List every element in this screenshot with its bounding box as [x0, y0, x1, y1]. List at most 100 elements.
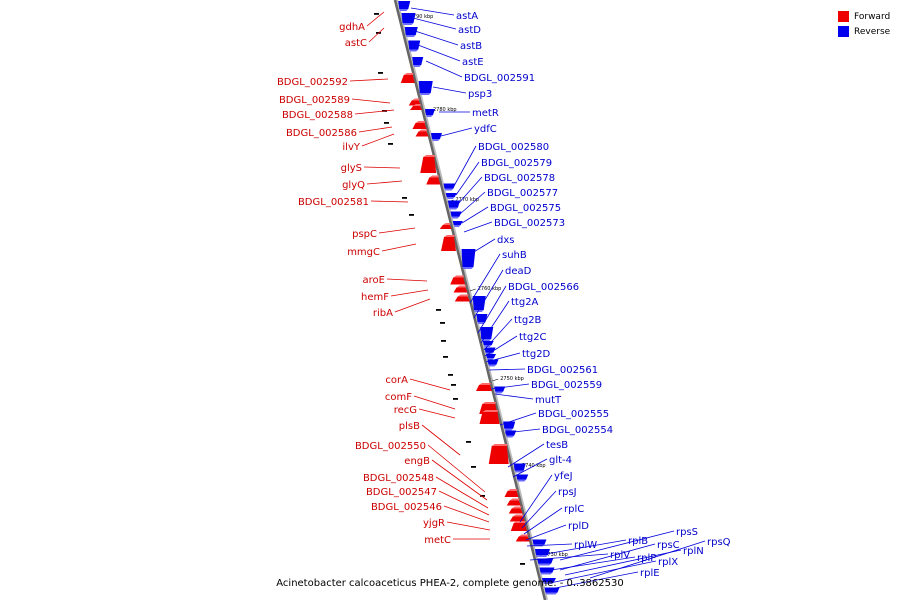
reverse-gene-label[interactable]: mutT: [535, 395, 562, 406]
forward-gene-label[interactable]: BDGL_002548: [363, 473, 434, 484]
forward-gene-label[interactable]: yjgR: [423, 518, 445, 529]
reverse-gene-label[interactable]: astB: [460, 41, 482, 52]
reverse-gene-label[interactable]: rplW: [574, 540, 597, 551]
forward-gene-label[interactable]: comF: [385, 392, 412, 403]
reverse-gene-label[interactable]: rplP: [637, 553, 656, 564]
reverse-gene-block[interactable]: [404, 27, 418, 37]
forward-gene-block[interactable]: [415, 129, 429, 137]
legend-forward[interactable]: Forward: [838, 9, 890, 24]
forward-gene-label[interactable]: aroE: [363, 275, 385, 286]
reverse-gene-label[interactable]: rplC: [564, 504, 584, 515]
reverse-gene-label[interactable]: dxs: [497, 235, 514, 246]
reverse-gene-label[interactable]: deaD: [505, 266, 532, 277]
forward-gene-label[interactable]: astC: [345, 38, 367, 49]
forward-gene-label[interactable]: BDGL_002550: [355, 441, 426, 452]
reverse-gene-block[interactable]: [503, 421, 516, 431]
reverse-gene-label[interactable]: rpsQ: [707, 537, 731, 548]
reverse-gene-block[interactable]: [408, 40, 421, 52]
forward-gene-label[interactable]: pspC: [352, 229, 377, 240]
reverse-gene-label[interactable]: BDGL_002591: [464, 73, 535, 84]
forward-gene-block[interactable]: [450, 275, 466, 285]
reverse-gene-block[interactable]: [482, 341, 494, 347]
reverse-gene-label[interactable]: BDGL_002579: [481, 158, 552, 169]
forward-gene-label[interactable]: BDGL_002592: [277, 77, 348, 88]
forward-gene-label[interactable]: corA: [385, 375, 408, 386]
forward-gene-label[interactable]: BDGL_002589: [279, 95, 350, 106]
reverse-gene-block[interactable]: [418, 81, 433, 95]
reverse-gene-label[interactable]: rplE: [640, 568, 660, 579]
reverse-gene-block[interactable]: [443, 183, 456, 191]
forward-gene-block[interactable]: [426, 175, 441, 185]
forward-gene-label[interactable]: mmgC: [347, 247, 380, 258]
reverse-gene-label[interactable]: astD: [458, 25, 481, 36]
reverse-gene-block[interactable]: [398, 1, 411, 11]
reverse-gene-label[interactable]: BDGL_002573: [494, 218, 565, 229]
reverse-gene-label[interactable]: rpsC: [657, 540, 680, 551]
reverse-gene-label[interactable]: glt-4: [549, 455, 572, 466]
reverse-gene-label[interactable]: rplX: [658, 557, 678, 568]
reverse-gene-block[interactable]: [452, 221, 463, 227]
forward-gene-label[interactable]: BDGL_002586: [286, 128, 357, 139]
reverse-gene-block[interactable]: [401, 13, 416, 25]
forward-gene-label[interactable]: BDGL_002547: [366, 487, 437, 498]
reverse-gene-label[interactable]: ttg2A: [511, 297, 539, 308]
reverse-gene-label[interactable]: astA: [456, 11, 478, 22]
reverse-gene-block[interactable]: [450, 211, 462, 219]
reverse-gene-label[interactable]: ttg2B: [514, 315, 542, 326]
reverse-gene-label[interactable]: psp3: [468, 89, 492, 100]
reverse-gene-label[interactable]: yfeJ: [554, 471, 573, 482]
reverse-gene-label[interactable]: suhB: [502, 250, 527, 261]
forward-gene-block[interactable]: [420, 155, 437, 173]
reverse-gene-block[interactable]: [412, 57, 424, 67]
reverse-gene-label[interactable]: BDGL_002575: [490, 203, 561, 214]
reverse-gene-block[interactable]: [476, 314, 488, 324]
forward-gene-label[interactable]: recG: [394, 405, 417, 416]
forward-gene-label[interactable]: glyS: [341, 163, 362, 174]
forward-gene-block[interactable]: [453, 285, 468, 293]
reverse-gene-label[interactable]: rpsJ: [558, 487, 577, 498]
reverse-gene-label[interactable]: BDGL_002577: [487, 188, 558, 199]
reverse-gene-block[interactable]: [425, 109, 435, 117]
reverse-gene-label[interactable]: BDGL_002559: [531, 380, 602, 391]
forward-gene-block[interactable]: [439, 223, 452, 229]
reverse-gene-block[interactable]: [537, 558, 554, 566]
reverse-gene-label[interactable]: tesB: [546, 440, 568, 451]
reverse-gene-block[interactable]: [516, 474, 529, 482]
forward-gene-label[interactable]: gdhA: [339, 22, 365, 33]
reverse-gene-block[interactable]: [544, 587, 560, 595]
reverse-gene-label[interactable]: ydfC: [474, 124, 497, 135]
reverse-gene-block[interactable]: [484, 347, 496, 355]
forward-gene-block[interactable]: [454, 294, 470, 302]
reverse-gene-label[interactable]: BDGL_002555: [538, 409, 609, 420]
forward-gene-block[interactable]: [508, 506, 523, 514]
reverse-gene-label[interactable]: BDGL_002580: [478, 142, 549, 153]
reverse-gene-block[interactable]: [539, 567, 555, 575]
forward-gene-block[interactable]: [515, 534, 530, 542]
reverse-gene-block[interactable]: [448, 200, 460, 210]
forward-gene-block[interactable]: [410, 104, 422, 110]
forward-gene-label[interactable]: ilvY: [342, 142, 360, 153]
reverse-gene-label[interactable]: BDGL_002561: [527, 365, 598, 376]
reverse-gene-block[interactable]: [445, 193, 457, 199]
forward-gene-block[interactable]: [506, 498, 521, 506]
forward-gene-label[interactable]: metC: [424, 535, 451, 546]
reverse-gene-block[interactable]: [431, 133, 442, 141]
legend-reverse[interactable]: Reverse: [838, 24, 890, 39]
reverse-gene-block[interactable]: [472, 296, 486, 312]
reverse-gene-label[interactable]: ttg2D: [522, 349, 551, 360]
reverse-gene-block[interactable]: [535, 549, 550, 557]
reverse-gene-label[interactable]: BDGL_002578: [484, 173, 555, 184]
forward-gene-label[interactable]: engB: [404, 456, 430, 467]
reverse-gene-label[interactable]: metR: [472, 108, 499, 119]
forward-gene-block[interactable]: [510, 521, 527, 531]
forward-gene-label[interactable]: plsB: [399, 421, 420, 432]
reverse-gene-block[interactable]: [513, 463, 526, 473]
forward-gene-block[interactable]: [412, 121, 427, 129]
forward-gene-block[interactable]: [504, 489, 519, 497]
reverse-gene-label[interactable]: rplD: [568, 521, 589, 532]
forward-gene-block[interactable]: [488, 444, 509, 464]
reverse-gene-label[interactable]: rplN: [683, 546, 704, 557]
forward-gene-block[interactable]: [400, 73, 415, 83]
forward-gene-block[interactable]: [441, 235, 456, 251]
forward-gene-block[interactable]: [476, 383, 492, 391]
